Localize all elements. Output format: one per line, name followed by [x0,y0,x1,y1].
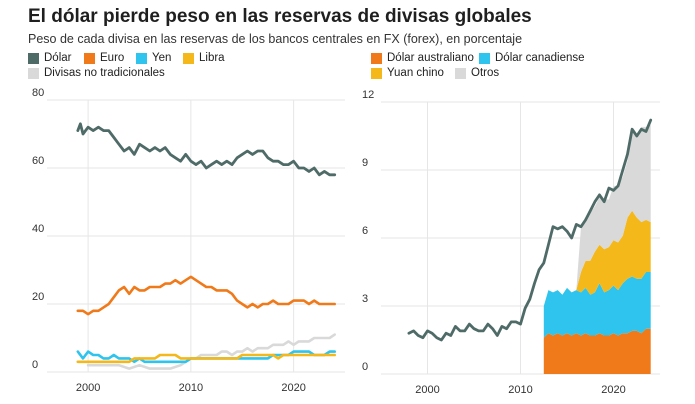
y-tick-label: 12 [362,89,374,101]
legend-label: Yen [152,52,172,64]
line-yen [76,350,336,364]
legend-swatch [183,52,194,64]
legend-item-libra: Libra [183,52,225,64]
legend-label: Libra [199,52,225,64]
area-dolar-australiano [543,328,651,374]
area-dolar-canadiense [543,272,651,338]
area-otros [543,124,651,306]
legend-swatch [371,52,382,64]
legend-swatch [84,52,95,64]
y-tick-label: 9 [362,157,368,169]
legend-item-no-tradicionales: Divisas no tradicionales [28,67,165,79]
legend-label: Yuan chino [387,67,444,79]
legend-swatch [479,52,490,64]
y-tick-label: 60 [32,155,44,167]
legend-label: Otros [471,67,500,79]
area-yuan-chino [543,210,651,306]
legend-label: Dólar australiano [387,52,474,64]
y-tick-label: 80 [32,87,44,99]
legend-swatch [136,52,147,64]
legend-label: Dólar [44,52,72,64]
line-total-divisas-no-tradicionales [407,118,653,342]
line-divisas-no-tradicionales [86,333,336,370]
legend-right: Dólar australiano Dólar canadiense Yuan … [371,52,671,84]
legend-left: Dólar Euro Yen Libra Divisas no tradicio… [28,52,358,84]
y-tick-label: 0 [362,361,368,373]
legend-item-yen: Yen [136,52,171,64]
legend-item-otros: Otros [455,67,499,79]
legend-item-dolar-canadiense: Dólar canadiense [479,52,585,64]
x-tick-label: 2010 [179,382,203,394]
legend-label: Divisas no tradicionales [44,67,165,79]
y-tick-label: 20 [32,291,44,303]
legend-item-yuan: Yuan chino [371,67,444,79]
x-tick-label: 2020 [281,382,305,394]
line-dolar [76,122,337,177]
y-tick-label: 0 [32,359,38,371]
legend-item-euro: Euro [84,52,124,64]
chart-title: El dólar pierde peso en las reservas de … [28,6,532,27]
x-tick-label: 2010 [508,384,532,396]
y-tick-label: 40 [32,223,44,235]
legend-item-dolar: Dólar [28,52,71,64]
y-tick-label: 3 [362,293,368,305]
x-tick-label: 2000 [76,382,100,394]
legend-swatch [455,67,466,79]
line-euro [76,275,336,316]
y-tick-label: 6 [362,225,368,237]
legend-item-dolar-australiano: Dólar australiano [371,52,474,64]
legend-swatch [371,67,382,79]
line-libra [76,353,336,364]
legend-swatch [28,52,39,64]
chart-subtitle: Peso de cada divisa en las reservas de l… [28,32,523,46]
legend-swatch [28,67,39,79]
x-tick-label: 2020 [601,384,625,396]
x-tick-label: 2000 [415,384,439,396]
legend-label: Euro [100,52,125,64]
legend-label: Dólar canadiense [495,52,585,64]
